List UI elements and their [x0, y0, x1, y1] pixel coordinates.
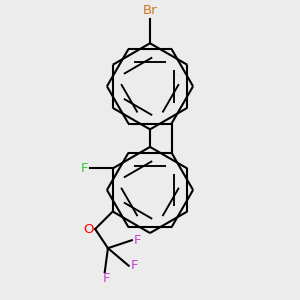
- Text: F: F: [103, 272, 110, 285]
- Text: F: F: [80, 162, 88, 175]
- Text: F: F: [134, 234, 141, 247]
- Text: Br: Br: [143, 4, 157, 17]
- Text: F: F: [130, 259, 138, 272]
- Text: O: O: [84, 223, 94, 236]
